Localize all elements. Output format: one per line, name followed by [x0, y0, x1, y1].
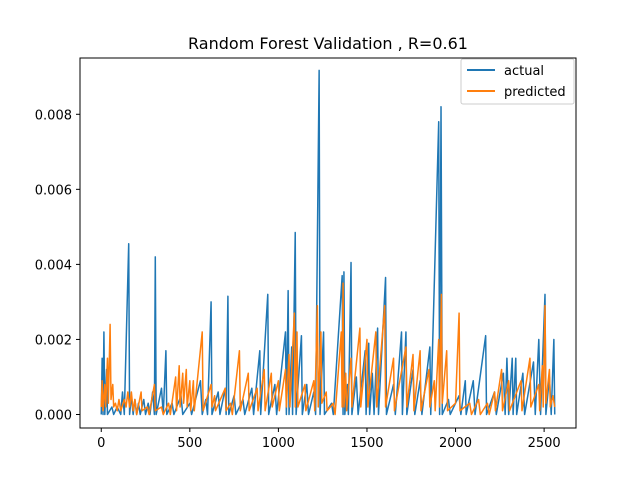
y-tick-label: 0.000 [35, 408, 72, 423]
x-tick-label: 1000 [262, 436, 295, 451]
series-line-predicted [100, 282, 556, 416]
series-line-actual [100, 69, 556, 416]
y-tick-label: 0.006 [35, 183, 72, 198]
legend-label-actual: actual [504, 64, 544, 79]
x-tick-label: 2000 [439, 436, 472, 451]
series-layer [100, 69, 556, 416]
y-tick-label: 0.004 [35, 258, 72, 273]
legend: actual predicted [460, 58, 575, 105]
x-tick-label: 0 [97, 436, 105, 451]
x-axis: 0 500 1000 1500 2000 2500 [97, 428, 561, 451]
chart-title: Random Forest Validation , R=0.61 [188, 34, 468, 53]
y-axis: 0.000 0.002 0.004 0.006 0.008 [35, 108, 80, 423]
y-tick-label: 0.008 [35, 108, 72, 123]
x-tick-label: 1500 [350, 436, 383, 451]
x-tick-label: 2500 [528, 436, 561, 451]
y-tick-label: 0.002 [35, 333, 72, 348]
x-tick-label: 500 [177, 436, 202, 451]
plot-frame [79, 57, 577, 429]
legend-label-predicted: predicted [504, 85, 566, 100]
